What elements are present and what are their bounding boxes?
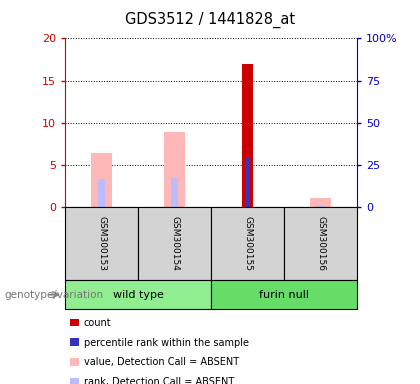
Bar <box>171 178 178 207</box>
Bar <box>242 64 253 207</box>
Bar <box>71 319 79 326</box>
Text: genotype/variation: genotype/variation <box>4 290 103 300</box>
Bar <box>317 205 324 207</box>
Bar <box>310 198 331 207</box>
Bar <box>284 207 357 280</box>
Bar <box>65 280 211 309</box>
Bar <box>211 207 284 280</box>
Text: wild type: wild type <box>113 290 163 300</box>
Bar <box>98 179 105 207</box>
Text: rank, Detection Call = ABSENT: rank, Detection Call = ABSENT <box>84 377 234 384</box>
Text: count: count <box>84 318 112 328</box>
Text: GSM300155: GSM300155 <box>243 216 252 271</box>
Bar <box>164 132 185 207</box>
Text: GSM300154: GSM300154 <box>170 217 179 271</box>
Text: percentile rank within the sample: percentile rank within the sample <box>84 338 249 348</box>
Bar <box>65 207 138 280</box>
Bar <box>211 280 357 309</box>
Text: GDS3512 / 1441828_at: GDS3512 / 1441828_at <box>125 12 295 28</box>
Bar <box>138 207 211 280</box>
Bar <box>71 339 79 346</box>
Text: GSM300156: GSM300156 <box>316 216 325 271</box>
Bar <box>244 158 250 207</box>
Bar <box>71 379 79 384</box>
Bar <box>92 153 112 207</box>
Text: GSM300153: GSM300153 <box>97 216 106 271</box>
Text: value, Detection Call = ABSENT: value, Detection Call = ABSENT <box>84 358 239 367</box>
Bar <box>71 359 79 366</box>
Text: furin null: furin null <box>259 290 309 300</box>
